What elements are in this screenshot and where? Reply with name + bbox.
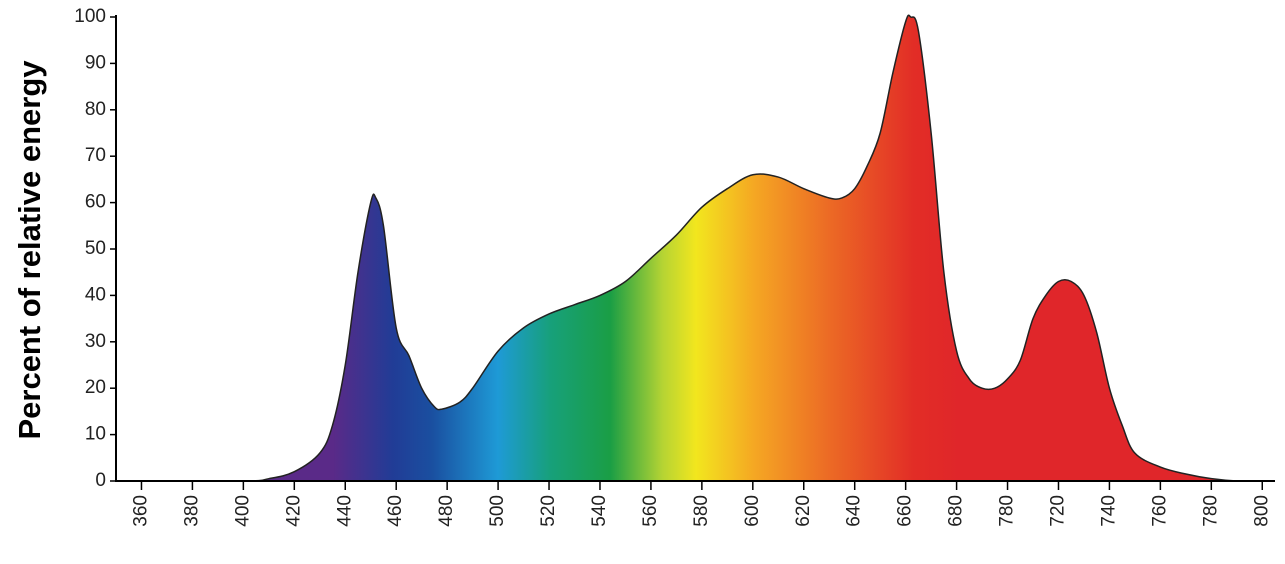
spectrum-area bbox=[116, 15, 1263, 481]
x-tick-label: 360 bbox=[130, 495, 151, 527]
x-tick-label: 480 bbox=[436, 495, 457, 527]
x-tick-label: 560 bbox=[640, 495, 661, 527]
x-tick-label: 600 bbox=[742, 495, 763, 527]
x-tick-label: 800 bbox=[1251, 495, 1272, 527]
x-tick-label: 740 bbox=[1098, 495, 1119, 527]
x-tick-label: 620 bbox=[793, 495, 814, 527]
x-tick-label: 660 bbox=[895, 495, 916, 527]
y-tick-label: 60 bbox=[85, 192, 106, 213]
x-tick-label: 400 bbox=[232, 495, 253, 527]
x-tick-label: 680 bbox=[946, 495, 967, 527]
y-tick-label: 10 bbox=[85, 424, 106, 445]
y-tick-label: 70 bbox=[85, 145, 106, 166]
x-tick-label: 760 bbox=[1149, 495, 1170, 527]
y-tick-label: 40 bbox=[85, 284, 106, 305]
y-tick-label: 30 bbox=[85, 331, 106, 352]
x-tick-label: 780 bbox=[997, 495, 1018, 527]
y-tick-label: 90 bbox=[85, 52, 106, 73]
y-tick-label: 100 bbox=[74, 6, 106, 27]
x-tick-label: 540 bbox=[589, 495, 610, 527]
y-tick-label: 80 bbox=[85, 99, 106, 120]
y-axis-label: Percent of relative energy bbox=[12, 60, 47, 440]
x-tick-label: 420 bbox=[283, 495, 304, 527]
x-tick-label: 440 bbox=[334, 495, 355, 527]
spectrum-line bbox=[116, 14, 1263, 482]
x-tick-label: 720 bbox=[1047, 495, 1068, 527]
y-tick-label: 50 bbox=[85, 238, 106, 259]
x-tick-label: 500 bbox=[487, 495, 508, 527]
y-tick-label: 0 bbox=[95, 470, 106, 491]
x-tick-label: 580 bbox=[691, 495, 712, 527]
y-tick-label: 20 bbox=[85, 377, 106, 398]
x-tick-label: 380 bbox=[181, 495, 202, 527]
plot-area: 0 10 20 30 40 50 60 70 80 90 100 360 380 400 420 440 460… bbox=[74, 6, 1275, 527]
x-tick-label: 460 bbox=[385, 495, 406, 527]
x-tick-label: 780 bbox=[1200, 495, 1221, 527]
x-tick-label: 520 bbox=[538, 495, 559, 527]
x-tick-label: 640 bbox=[844, 495, 865, 527]
